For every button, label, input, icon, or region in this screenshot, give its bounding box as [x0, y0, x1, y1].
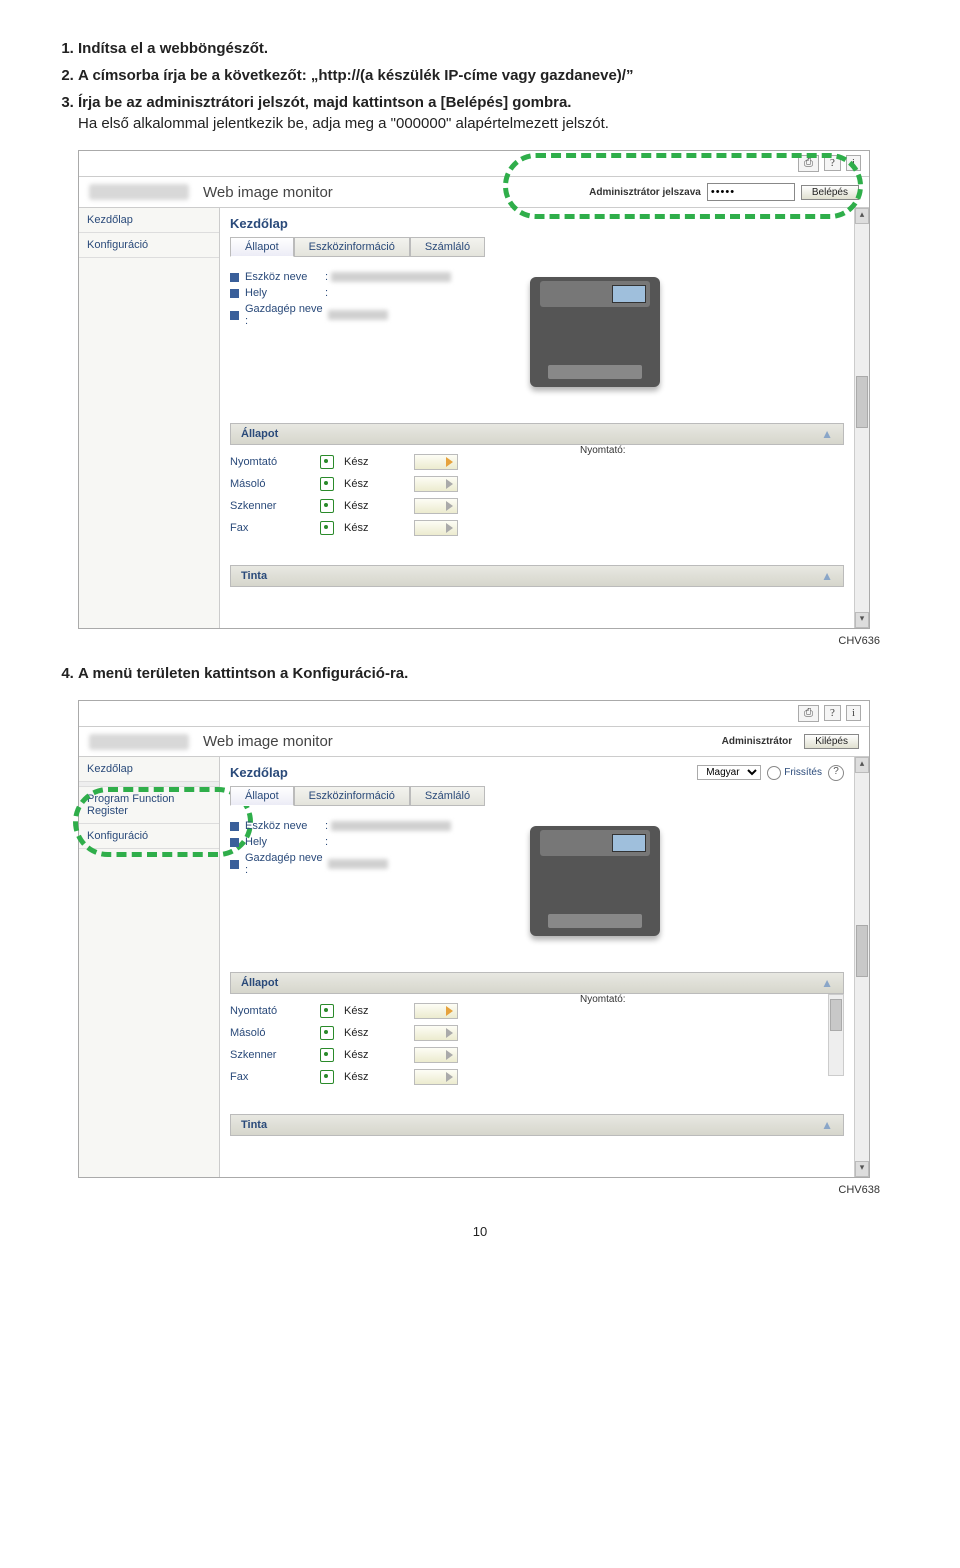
- ready-icon: [320, 477, 334, 491]
- inner-scrollbar[interactable]: [828, 994, 844, 1076]
- section-status[interactable]: Állapot▲: [230, 972, 844, 994]
- sidebar-item-home[interactable]: Kezdőlap: [79, 757, 219, 782]
- login-button[interactable]: Belépés: [801, 185, 859, 200]
- info-icon[interactable]: i: [846, 705, 861, 721]
- brand-logo-blur: [89, 184, 189, 200]
- step-3: Írja be az adminisztrátori jelszót, majd…: [78, 94, 910, 132]
- brand-logo-blur: [89, 734, 189, 750]
- scrollbar[interactable]: ▴▾: [854, 208, 869, 628]
- password-label: Adminisztrátor jelszava: [589, 187, 701, 198]
- section-status[interactable]: Állapot▲: [230, 423, 844, 445]
- sidebar-item-config[interactable]: Konfiguráció: [79, 824, 219, 849]
- ready-icon: [320, 1048, 334, 1062]
- right-label: Nyomtató:: [580, 445, 626, 456]
- app-title: Web image monitor: [203, 733, 722, 750]
- screenshot-2: ⎙ ? i Web image monitor Adminisztrátor K…: [78, 700, 870, 1178]
- tab-deviceinfo[interactable]: Eszközinformáció: [294, 786, 410, 806]
- ready-icon: [320, 1004, 334, 1018]
- detail-button[interactable]: [414, 520, 458, 536]
- top-icon-bar: ⎙ ? i: [79, 701, 869, 727]
- app-title: Web image monitor: [203, 184, 589, 201]
- print-icon[interactable]: ⎙: [798, 155, 819, 172]
- tab-counter[interactable]: Számláló: [410, 786, 485, 806]
- detail-button[interactable]: [414, 498, 458, 514]
- tab-deviceinfo[interactable]: Eszközinformáció: [294, 237, 410, 257]
- ready-icon: [320, 1026, 334, 1040]
- page-title: Kezdőlap: [230, 761, 697, 784]
- status-grid: NyomtatóKész MásolóKész SzkennerKész Fax…: [230, 1000, 550, 1088]
- language-select[interactable]: Magyar: [697, 765, 761, 780]
- figure-code-2: CHV638: [50, 1184, 880, 1196]
- detail-button[interactable]: [414, 1047, 458, 1063]
- print-icon[interactable]: ⎙: [798, 705, 819, 722]
- scrollbar[interactable]: ▴▾: [854, 757, 869, 1177]
- logout-button[interactable]: Kilépés: [804, 734, 859, 749]
- password-input[interactable]: [707, 183, 795, 201]
- status-grid: NyomtatóKész MásolóKész SzkennerKész Fax…: [230, 451, 550, 539]
- step-1: Indítsa el a webböngészőt.: [78, 40, 910, 57]
- top-icon-bar: ⎙ ? i: [79, 151, 869, 177]
- detail-button[interactable]: [414, 1003, 458, 1019]
- ready-icon: [320, 455, 334, 469]
- step-3-note: Ha első alkalommal jelentkezik be, adja …: [78, 115, 910, 132]
- tab-counter[interactable]: Számláló: [410, 237, 485, 257]
- detail-button[interactable]: [414, 454, 458, 470]
- detail-button[interactable]: [414, 476, 458, 492]
- step-4: A menü területen kattintson a Konfigurác…: [78, 665, 910, 682]
- info-icon[interactable]: i: [846, 155, 861, 171]
- device-info-list: Eszköz neve: Hely: Gazdagép neve :: [230, 816, 490, 946]
- help-icon[interactable]: ?: [824, 705, 841, 721]
- page-title: Kezdőlap: [230, 212, 844, 235]
- printer-image: [510, 267, 680, 397]
- device-info-list: Eszköz neve: Hely: Gazdagép neve :: [230, 267, 490, 397]
- sidebar: Kezdőlap Program Function Register Konfi…: [79, 757, 220, 1177]
- printer-image: [510, 816, 680, 946]
- figure-code-1: CHV636: [50, 635, 880, 647]
- sidebar-item-home[interactable]: Kezdőlap: [79, 208, 219, 233]
- ready-icon: [320, 1070, 334, 1084]
- refresh-icon: [767, 766, 781, 780]
- refresh-button[interactable]: Frissítés: [767, 766, 822, 780]
- step-2: A címsorba írja be a következőt: „http:/…: [78, 67, 910, 84]
- right-label: Nyomtató:: [580, 994, 626, 1005]
- sidebar-item-program[interactable]: Program Function Register: [79, 787, 219, 824]
- tab-status[interactable]: Állapot: [230, 786, 294, 806]
- sidebar-item-config[interactable]: Konfiguráció: [79, 233, 219, 258]
- ready-icon: [320, 499, 334, 513]
- detail-button[interactable]: [414, 1069, 458, 1085]
- section-ink[interactable]: Tinta▲: [230, 1114, 844, 1136]
- help-icon[interactable]: ?: [824, 155, 841, 171]
- help-icon[interactable]: ?: [828, 765, 844, 781]
- tab-status[interactable]: Állapot: [230, 237, 294, 257]
- admin-label: Adminisztrátor: [722, 736, 793, 747]
- page-number: 10: [50, 1224, 910, 1239]
- ready-icon: [320, 521, 334, 535]
- sidebar: Kezdőlap Konfiguráció: [79, 208, 220, 628]
- detail-button[interactable]: [414, 1025, 458, 1041]
- screenshot-1: ⎙ ? i Web image monitor Adminisztrátor j…: [78, 150, 870, 629]
- section-ink[interactable]: Tinta▲: [230, 565, 844, 587]
